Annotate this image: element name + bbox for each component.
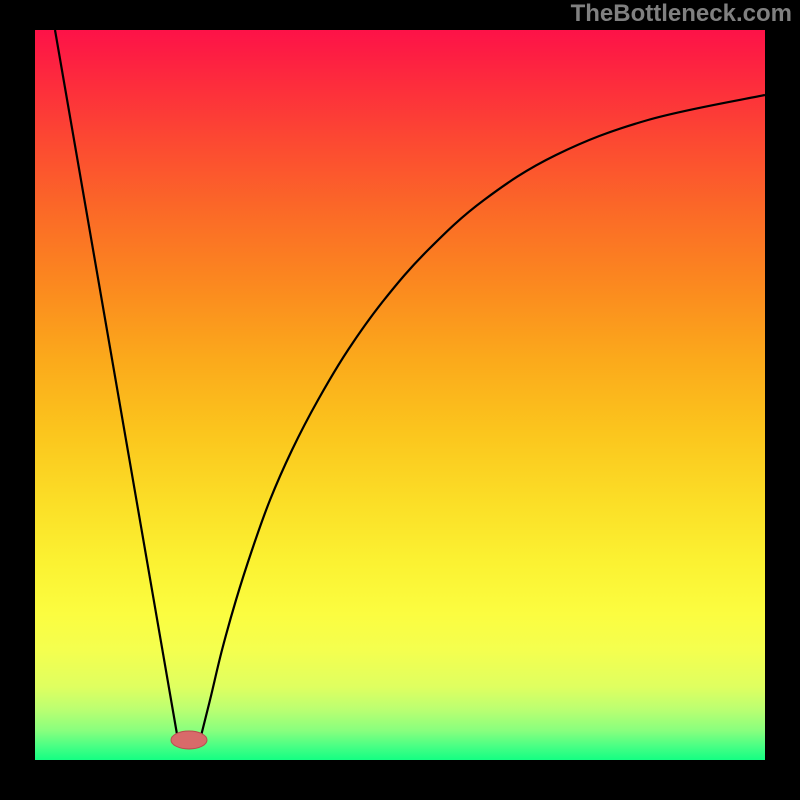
chart-svg (0, 0, 800, 800)
plot-background (35, 30, 765, 760)
chart-container: TheBottleneck.com (0, 0, 800, 800)
marker-pill (171, 731, 207, 749)
watermark-text: TheBottleneck.com (571, 0, 792, 28)
